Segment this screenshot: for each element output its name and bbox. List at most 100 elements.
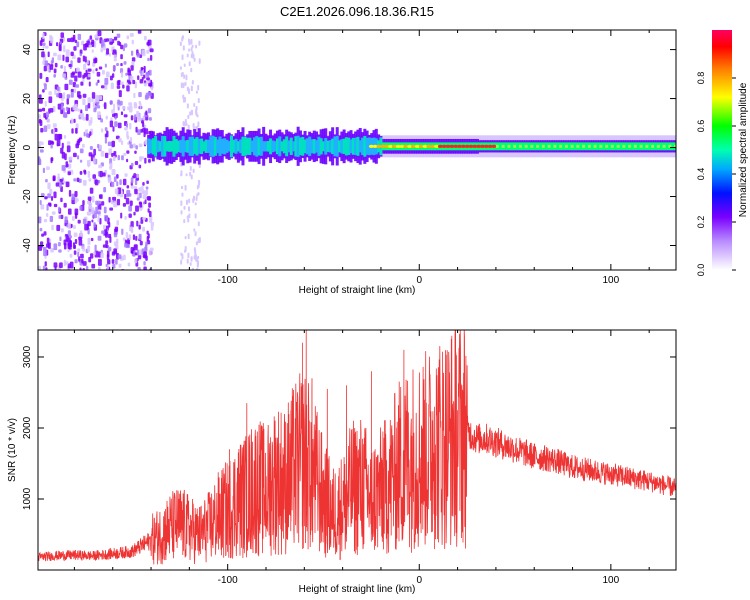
spectrogram-noise-cell [132,143,136,148]
spectrogram-ridge-bright [507,144,511,148]
spectrogram-noise-cell [71,216,75,221]
spectrogram-noise-cell [38,114,41,119]
spectrogram-noise-cell [71,128,74,134]
spectrogram-noise-cell [100,118,104,123]
spectrogram-ridge-core [271,140,275,153]
spectrogram-peak-cell [414,144,420,148]
spectrogram-ridge-core [572,142,576,151]
spectrogram-noise-cell [51,211,56,215]
spectrogram-faint-cell [196,185,199,190]
spectrogram-noise-cell [56,139,61,147]
spectrogram-ridge-core [250,140,254,153]
spectrogram-noise-cell [128,81,132,85]
spectrogram-peak-cell [483,144,489,148]
spectrogram-noise-cell [38,216,42,224]
spectrogram-noise-cell [87,170,91,178]
spectrogram-noise-cell [113,36,118,41]
spectrogram-ridge-core [172,135,176,157]
spectrogram-noise-cell [109,207,114,211]
spectrogram-noise-cell [98,66,103,70]
spectrogram-noise-cell [142,181,145,186]
spectrogram-noise-cell [43,249,47,257]
spectrogram-ridge-core [246,137,250,155]
spectrogram-noise-cell [120,212,123,219]
spectrogram-noise-cell [82,93,87,98]
spectrogram-noise-cell [122,254,126,261]
spectrogram-noise-cell [46,204,49,211]
spectrogram-noise-cell [75,143,79,149]
spectrogram-noise-cell [101,201,105,206]
spectrogram-noise-cell [56,93,59,98]
spectrogram-noise-cell [73,244,77,250]
spectrogram-noise-cell [60,32,64,38]
spectrogram-faint-cell [198,40,201,46]
spectrogram-noise-cell [87,220,91,227]
spectrogram-ridge-core [190,136,194,157]
snr-y-tick-label: 1000 [22,487,33,510]
spectrogram-noise-cell [143,124,147,129]
spectrogram-noise-cell [58,92,63,99]
spectrogram-noise-cell [128,205,133,212]
spectrogram-noise-cell [56,86,60,92]
spectrogram-noise-cell [57,103,62,110]
spectrogram-noise-cell [91,49,94,53]
spectrogram-noise-cell [118,263,122,268]
spectrogram-faint-cell [195,111,198,117]
spectrogram-ridge-core [498,142,502,151]
spectrogram-noise-cell [149,215,153,223]
spectrogram-noise-cell [87,245,91,253]
spectrogram-faint-cell [182,82,185,89]
spectrogram-noise-cell [53,68,57,73]
spectrogram-noise-cell [117,107,120,111]
spectrogram-noise-cell [63,65,66,73]
spectrogram-noise-cell [49,188,53,195]
spectrogram-noise-cell [38,108,43,112]
snr-frame [37,329,677,571]
spectrogram-faint-cell [197,84,200,91]
spectrogram-noise-cell [148,117,152,121]
spectrogram-ridge-core [333,136,337,157]
spectrogram-noise-cell [46,124,51,130]
spectrogram-ridge-core [294,136,298,157]
spectrogram-noise-cell [100,128,104,133]
spectrogram-noise-cell [79,170,83,175]
spectrogram-ridge-bright [651,144,655,148]
spectrogram-ridge-core [590,142,594,151]
spectrogram-noise-cell [109,75,113,81]
spectrogram-ridge-bright [622,144,626,148]
colorbar-tick-label: 0.4 [696,168,706,181]
spectrogram-noise-cell [60,109,64,115]
spectrogram-ridge-core [186,139,190,153]
spectrogram-noise-cell [104,63,107,68]
spectrogram-noise-cell [126,189,131,196]
spectrogram-noise-cell [114,226,119,232]
spectrogram-noise-cell [87,103,91,109]
spectrogram-faint-cell [181,54,184,61]
spectrogram-faint-cell [179,41,182,47]
spectrogram-noise-cell [88,152,93,157]
spectrogram-ridge-core [305,138,309,155]
spectrogram-noise-cell [148,249,152,256]
spectrogram-noise-cell [92,69,95,74]
spectrogram-noise-cell [103,102,107,110]
spectrogram-y-tick-label: 0 [22,144,33,150]
spectrogram-faint-cell [188,206,191,212]
spectrogram-peak-cell [434,144,440,148]
spectrogram-noise-cell [131,39,134,45]
spectrogram-ridge-core [183,140,187,153]
spectrogram-noise-cell [39,200,42,206]
spectrogram-noise-cell [142,127,146,133]
spectrogram-ridge-core [643,142,647,151]
spectrogram-ridge-core [264,141,268,152]
spectrogram-noise-cell [82,267,85,270]
spectrogram-noise-cell [66,234,69,242]
spectrogram-noise-cell [137,192,140,200]
spectrogram-noise-cell [129,122,132,130]
spectrogram-noise-cell [146,42,150,46]
spectrogram-noise-cell [52,105,56,113]
spectrogram-noise-cell [46,64,50,72]
spectrogram-noise-cell [41,233,45,237]
spectrogram-faint-cell [187,124,190,129]
spectrogram-ridge-core [292,141,296,152]
spectrogram-noise-cell [97,258,102,266]
